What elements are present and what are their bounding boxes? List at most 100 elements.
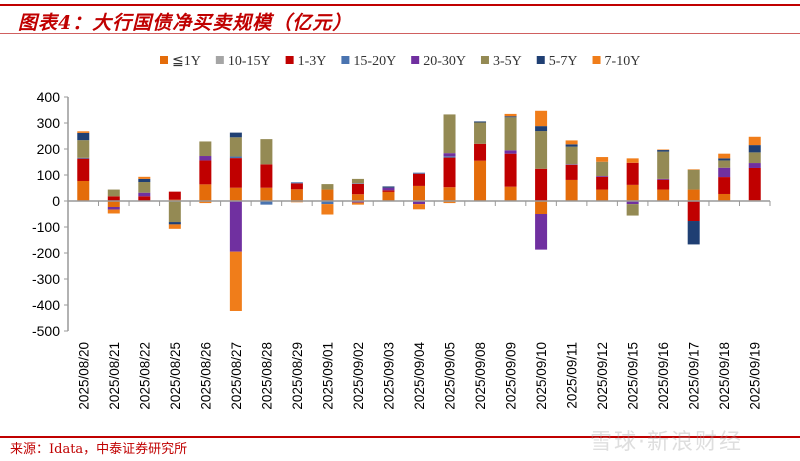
bar-segment-1-3Y [138, 196, 151, 201]
bar-segment-≦1Y [290, 189, 303, 201]
bar-segment-≦1Y [260, 187, 273, 201]
source-rule [0, 436, 800, 438]
bar-segment-7-10Y [321, 204, 334, 215]
bar-segment-15-20Y [290, 182, 303, 184]
x-tick-label: 2025/09/03 [381, 342, 396, 410]
bar-segment-5-7Y [504, 116, 517, 118]
bar-segment-1-3Y [229, 158, 242, 188]
bar-segment-15-20Y [321, 201, 334, 205]
legend-label: 10-15Y [228, 54, 271, 69]
bar-segment-5-7Y [168, 222, 181, 225]
bar-segment-20-30Y [351, 201, 364, 203]
x-tick-label: 2025/09/02 [351, 342, 366, 410]
bar-segment-7-10Y [626, 158, 639, 163]
bar-segment-20-30Y [443, 153, 456, 157]
bar-segment-20-30Y [565, 164, 578, 165]
bar-segment-3-5Y [626, 204, 639, 216]
y-tick-label: -500 [32, 323, 60, 339]
x-tick-label: 2025/09/10 [534, 342, 549, 410]
x-tick-label: 2025/09/04 [412, 342, 427, 410]
bar-segment-≦1Y [657, 189, 670, 201]
bar-segment-20-30Y [504, 150, 517, 154]
bar-segment-1-3Y [443, 157, 456, 188]
title-rule [0, 33, 800, 34]
x-tick-label: 2025/09/18 [717, 342, 732, 410]
bar-segment-3-5Y [474, 122, 487, 144]
y-tick-label: -100 [32, 219, 60, 235]
bar-segment-1-3Y [748, 167, 761, 201]
bar-segment-1-3Y [77, 158, 90, 181]
x-tick-label: 2025/08/22 [137, 342, 152, 410]
bar-segment-≦1Y [504, 186, 517, 201]
bar-segment-3-5Y [657, 151, 670, 179]
y-tick-label: 0 [52, 193, 60, 209]
bar-segment-5-7Y [657, 150, 670, 152]
bar-segment-3-5Y [168, 201, 181, 223]
x-tick-label: 2025/09/17 [687, 342, 702, 410]
bar-segment-1-3Y [474, 143, 487, 161]
bar-segment-3-5Y [260, 139, 273, 165]
watermark-logo: 雪球·新浪财经 [590, 430, 743, 455]
bar-segment-1-3Y [199, 160, 212, 185]
bar-segment-20-30Y [413, 201, 425, 205]
x-tick-label: 2025/08/21 [107, 342, 122, 410]
bar-segment-20-30Y [596, 176, 609, 177]
bar-segment-5-7Y [535, 126, 548, 132]
bar-segment-≦1Y [351, 194, 364, 201]
bar-segment-5-7Y [474, 121, 487, 123]
bar-segment-≦1Y [382, 191, 395, 201]
y-tick-label: -400 [32, 297, 60, 313]
bar-segment-1-3Y [351, 183, 364, 195]
legend-label: 20-30Y [423, 54, 466, 69]
legend-swatch-10-15Y [215, 56, 224, 64]
bar-segment-3-5Y [718, 160, 731, 168]
y-tick-label: -200 [32, 245, 60, 261]
bar-segment-≦1Y [413, 185, 425, 201]
bar-segment-1-3Y [565, 164, 578, 180]
bar-segment-3-5Y [504, 117, 517, 151]
bar-segment-20-30Y [107, 206, 120, 210]
legend-swatch-≦1Y [160, 56, 168, 64]
x-tick-label: 2025/09/19 [748, 342, 763, 410]
y-tick-label: 300 [37, 115, 61, 131]
y-tick-label: -300 [32, 271, 60, 287]
bar-segment-20-30Y [748, 163, 761, 168]
x-tick-label: 2025/08/25 [168, 342, 183, 410]
bar-segment-20-30Y [382, 187, 395, 191]
bar-segment-15-20Y [413, 172, 425, 174]
bar-segment-1-3Y [504, 153, 517, 187]
bar-segment-20-30Y [138, 192, 151, 197]
legend-label: 3-5Y [493, 54, 522, 69]
bar-segment-3-5Y [199, 141, 212, 157]
bar-segment-5-7Y [565, 144, 578, 147]
bar-segment-1-3Y [168, 191, 181, 200]
bar-segment-3-5Y [443, 114, 456, 154]
bar-segment-20-30Y [718, 167, 731, 178]
bar-segment-20-30Y [535, 214, 548, 250]
bar-segment-7-10Y [565, 140, 578, 145]
bar-segment-20-30Y [657, 178, 670, 180]
bar-segment-5-7Y [748, 145, 761, 153]
top-rule [0, 4, 800, 6]
bar-segment-7-10Y [596, 157, 609, 162]
source-note: 来源：Idata，中泰证券研究所 [10, 442, 188, 457]
x-tick-label: 2025/08/28 [259, 342, 274, 410]
bar-segment-1-3Y [687, 201, 700, 222]
x-tick-label: 2025/09/09 [504, 342, 519, 410]
bar-segment-1-3Y [535, 168, 548, 201]
legend-swatch-20-30Y [411, 56, 420, 64]
bar-segment-5-7Y [687, 221, 700, 245]
bar-segment-≦1Y [474, 160, 487, 201]
bar-segment-7-10Y [107, 209, 120, 214]
bar-segment-1-3Y [596, 176, 609, 190]
bar-segment-7-10Y [351, 202, 364, 205]
bar-segment-3-5Y [535, 131, 548, 169]
bar-segment-3-5Y [565, 146, 578, 165]
legend-swatch-7-10Y [592, 56, 601, 64]
bar-segment-1-3Y [107, 196, 120, 201]
bar-segment-≦1Y [535, 201, 548, 214]
bar-segment-1-3Y [626, 162, 639, 185]
bar-segment-7-10Y [718, 153, 731, 159]
bar-segment-3-5Y [138, 182, 151, 193]
bar-segment-7-10Y [229, 251, 242, 311]
